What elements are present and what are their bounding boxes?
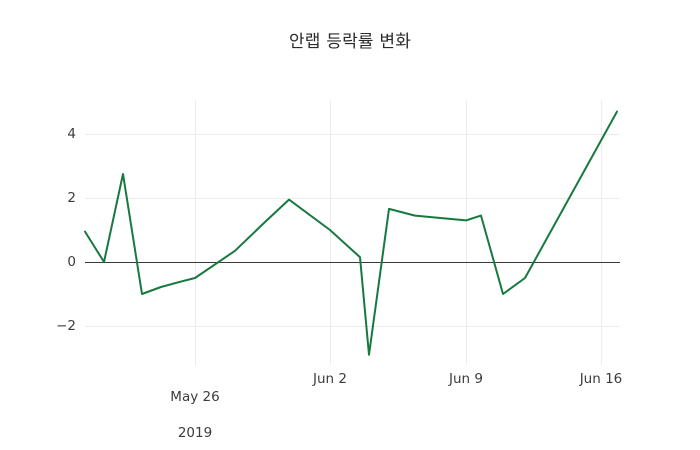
- gridline-y-4: [85, 134, 620, 135]
- y-tick-label: 0: [67, 254, 76, 270]
- gridline-y-minus2: [85, 326, 620, 327]
- y-tick-label: 4: [67, 126, 76, 142]
- line-series-path: [84, 110, 618, 356]
- chart-title: 안랩 등락률 변화: [288, 32, 412, 52]
- plot-area: [84, 100, 620, 365]
- x-tick-label-may26: May 26 2019: [135, 370, 255, 442]
- gridline-x-jun2: [330, 100, 331, 365]
- line-series-svg: [84, 110, 618, 356]
- gridline-x-jun16: [601, 100, 602, 365]
- x-tick-label-jun9: Jun 9: [449, 371, 483, 387]
- x-axis: May 26 2019 Jun 2 Jun 9 Jun 16: [85, 370, 622, 441]
- y-tick-label: −2: [56, 318, 76, 334]
- x-tick-date: May 26: [170, 389, 220, 405]
- x-tick-label-jun2: Jun 2: [313, 371, 347, 387]
- zero-baseline: [85, 262, 620, 263]
- x-tick-year: 2019: [177, 425, 213, 441]
- gridline-x-may26: [195, 100, 196, 365]
- y-tick-label: 2: [67, 190, 76, 206]
- x-tick-label-jun16: Jun 16: [579, 371, 623, 387]
- y-axis: 4 2 0 −2: [20, 100, 76, 365]
- gridline-y-2: [85, 198, 620, 199]
- gridline-x-jun9: [466, 100, 467, 365]
